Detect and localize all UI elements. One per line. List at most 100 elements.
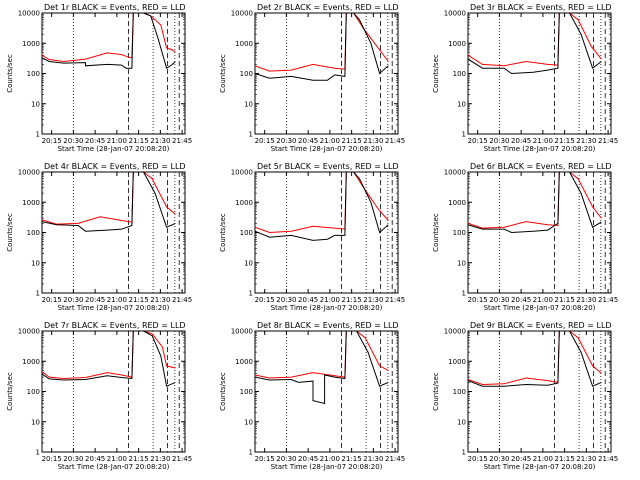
y-tick-label: 1000 bbox=[22, 40, 40, 48]
x-tick-label: 20:15 bbox=[468, 296, 488, 304]
series-line bbox=[255, 331, 389, 405]
series-line bbox=[255, 172, 389, 241]
chart-panel: Det 8r BLACK = Events, RED = LLD 1 10 100 10… bbox=[219, 321, 405, 471]
y-tick-label: 1000 bbox=[448, 199, 466, 207]
chart-panel: Det 7r BLACK = Events, RED = LLD 1 10 100 10… bbox=[6, 321, 192, 471]
plot-frame bbox=[41, 12, 186, 135]
x-tick-label: 21:15 bbox=[342, 455, 362, 463]
series-line bbox=[42, 331, 176, 387]
y-axis-label: Counts/sec bbox=[6, 372, 14, 411]
x-axis-label: Start Time (28-Jan-07 20:08:20) bbox=[484, 304, 596, 312]
series-line bbox=[42, 172, 176, 232]
x-tick-label: 21:00 bbox=[107, 455, 127, 463]
y-tick-label: 100 bbox=[240, 70, 253, 78]
y-tick-label: 10 bbox=[31, 100, 40, 108]
chart-title: Det 2r BLACK = Events, RED = LLD bbox=[257, 3, 399, 12]
x-tick-label: 21:15 bbox=[129, 296, 149, 304]
y-tick-label: 1 bbox=[462, 449, 466, 457]
x-tick-label: 21:45 bbox=[598, 455, 618, 463]
chart-title: Det 7r BLACK = Events, RED = LLD bbox=[44, 321, 186, 330]
y-tick-label: 1 bbox=[36, 449, 40, 457]
chart-title: Det 6r BLACK = Events, RED = LLD bbox=[470, 162, 612, 171]
series-line bbox=[468, 331, 602, 386]
y-tick-label: 10000 bbox=[231, 328, 253, 336]
x-tick-label: 20:15 bbox=[255, 296, 275, 304]
y-tick-label: 10 bbox=[244, 259, 253, 267]
y-tick-label: 10 bbox=[244, 100, 253, 108]
y-axis-label: Counts/sec bbox=[219, 213, 227, 252]
y-tick-label: 10000 bbox=[444, 169, 466, 177]
x-tick-label: 21:15 bbox=[129, 137, 149, 145]
y-tick-label: 1000 bbox=[448, 358, 466, 366]
y-tick-label: 1 bbox=[462, 131, 466, 139]
x-axis-label: Start Time (28-Jan-07 20:08:20) bbox=[58, 145, 170, 153]
x-tick-label: 21:00 bbox=[107, 137, 127, 145]
series-line bbox=[255, 172, 389, 234]
series-line bbox=[255, 13, 389, 72]
y-tick-label: 1000 bbox=[235, 358, 253, 366]
x-tick-label: 20:30 bbox=[276, 137, 296, 145]
y-tick-label: 100 bbox=[453, 229, 466, 237]
x-axis-label: Start Time (28-Jan-07 20:08:20) bbox=[58, 304, 170, 312]
plot-frame bbox=[467, 171, 612, 294]
x-tick-label: 21:45 bbox=[385, 137, 405, 145]
x-tick-label: 21:00 bbox=[533, 137, 553, 145]
x-tick-label: 21:00 bbox=[107, 296, 127, 304]
chart-panel: Det 2r BLACK = Events, RED = LLD 1 10 100 10… bbox=[219, 3, 405, 153]
series-line bbox=[42, 13, 176, 69]
y-tick-label: 1 bbox=[249, 290, 253, 298]
x-tick-label: 21:45 bbox=[598, 296, 618, 304]
y-axis-label: Counts/sec bbox=[432, 213, 440, 252]
x-tick-label: 21:30 bbox=[363, 137, 383, 145]
y-tick-label: 10000 bbox=[444, 10, 466, 18]
x-tick-label: 20:15 bbox=[255, 455, 275, 463]
x-axis-label: Start Time (28-Jan-07 20:08:20) bbox=[484, 145, 596, 153]
y-tick-label: 1000 bbox=[22, 199, 40, 207]
x-axis-label: Start Time (28-Jan-07 20:08:20) bbox=[271, 304, 383, 312]
y-tick-label: 10 bbox=[31, 259, 40, 267]
chart-panel: Det 1r BLACK = Events, RED = LLD 1 10 100 10… bbox=[6, 3, 192, 153]
y-tick-label: 100 bbox=[27, 229, 40, 237]
y-axis-label: Counts/sec bbox=[432, 54, 440, 93]
x-tick-label: 21:15 bbox=[555, 137, 575, 145]
series-line bbox=[255, 13, 389, 81]
chart-title: Det 9r BLACK = Events, RED = LLD bbox=[470, 321, 612, 330]
plot-frame bbox=[254, 330, 399, 453]
x-tick-label: 20:45 bbox=[511, 455, 531, 463]
x-tick-label: 20:30 bbox=[489, 455, 509, 463]
chart-title: Det 5r BLACK = Events, RED = LLD bbox=[257, 162, 399, 171]
y-tick-label: 1000 bbox=[22, 358, 40, 366]
y-tick-label: 1 bbox=[36, 290, 40, 298]
y-tick-label: 1 bbox=[249, 449, 253, 457]
plot-frame bbox=[41, 171, 186, 294]
x-tick-label: 21:45 bbox=[172, 296, 192, 304]
x-tick-label: 20:45 bbox=[85, 137, 105, 145]
x-tick-label: 21:00 bbox=[320, 137, 340, 145]
chart-panel: Det 4r BLACK = Events, RED = LLD 1 10 100 10… bbox=[6, 162, 192, 312]
x-tick-label: 21:30 bbox=[576, 137, 596, 145]
y-tick-label: 10000 bbox=[444, 328, 466, 336]
x-tick-label: 21:30 bbox=[363, 296, 383, 304]
x-tick-label: 20:30 bbox=[63, 137, 83, 145]
x-tick-label: 20:30 bbox=[276, 296, 296, 304]
y-tick-label: 1 bbox=[36, 131, 40, 139]
x-tick-label: 20:15 bbox=[42, 296, 62, 304]
y-tick-label: 10000 bbox=[231, 169, 253, 177]
x-tick-label: 21:15 bbox=[342, 137, 362, 145]
x-tick-label: 20:45 bbox=[511, 137, 531, 145]
y-tick-label: 10 bbox=[457, 100, 466, 108]
y-tick-label: 10000 bbox=[18, 328, 40, 336]
x-axis-label: Start Time (28-Jan-07 20:08:20) bbox=[271, 145, 383, 153]
x-tick-label: 21:45 bbox=[598, 137, 618, 145]
x-tick-label: 20:45 bbox=[85, 296, 105, 304]
y-axis-label: Counts/sec bbox=[219, 372, 227, 411]
y-tick-label: 10 bbox=[31, 418, 40, 426]
series-line bbox=[468, 331, 602, 387]
y-tick-label: 10 bbox=[244, 418, 253, 426]
x-tick-label: 21:30 bbox=[363, 455, 383, 463]
x-tick-label: 20:15 bbox=[255, 137, 275, 145]
x-tick-label: 20:15 bbox=[42, 455, 62, 463]
y-tick-label: 100 bbox=[240, 229, 253, 237]
chart-panel: Det 3r BLACK = Events, RED = LLD 1 10 100 10… bbox=[432, 3, 618, 153]
chart-title: Det 1r BLACK = Events, RED = LLD bbox=[44, 3, 186, 12]
